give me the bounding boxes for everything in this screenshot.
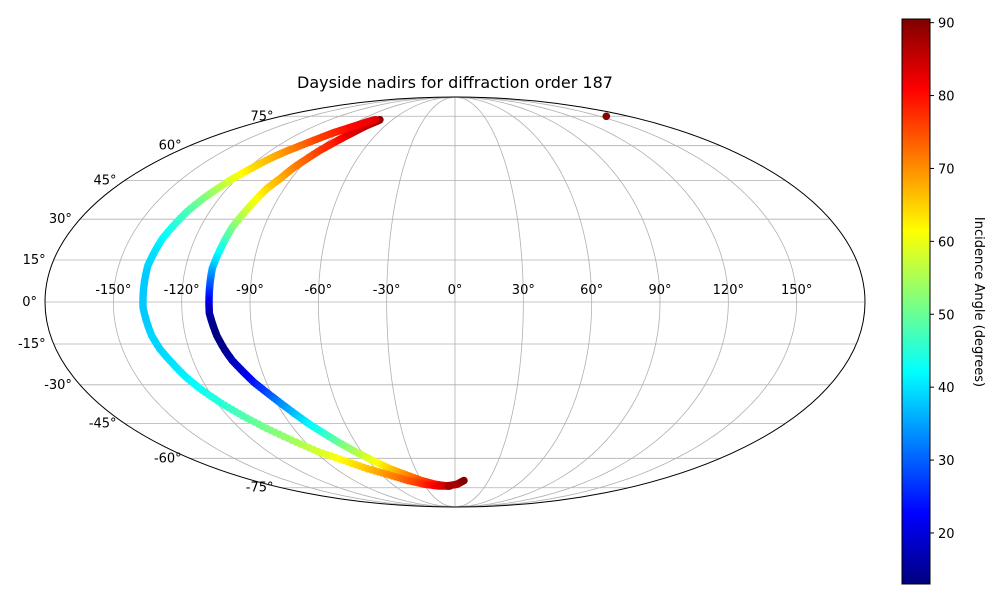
colorbar-tick-label: 90 xyxy=(938,17,955,32)
latitude-tick-labels: 75° 60° 45° 30° 15° 0° -15° -30° -45° -60° -75° xyxy=(18,109,274,495)
lon-tick-label: 60° xyxy=(580,283,603,298)
lon-grid-line xyxy=(454,97,729,507)
colorbar-tick-label: 30 xyxy=(938,454,955,469)
lon-tick-label: 90° xyxy=(648,283,671,298)
lat-tick-label: -45° xyxy=(89,416,117,431)
lon-grid-line xyxy=(112,97,456,507)
chart-title: Dayside nadirs for diffraction order 187 xyxy=(297,73,613,92)
lat-tick-label: -30° xyxy=(44,378,72,393)
lon-tick-label: 120° xyxy=(713,283,744,298)
lon-grid-line xyxy=(454,97,798,507)
colorbar-ticks: 20 30 40 50 60 70 80 90 xyxy=(930,17,955,542)
map-boundary xyxy=(44,96,866,508)
lat-tick-label: -60° xyxy=(154,451,182,466)
lat-tick-label: 45° xyxy=(94,174,117,189)
data-point xyxy=(446,482,454,490)
lon-tick-label: -90° xyxy=(236,283,264,298)
lat-tick-label: -15° xyxy=(18,337,46,352)
lon-grid-line xyxy=(454,97,524,507)
colorbar-tick-label: 80 xyxy=(938,90,955,105)
lon-tick-label: 30° xyxy=(512,283,535,298)
lon-tick-label: -120° xyxy=(164,283,200,298)
lon-tick-label: 150° xyxy=(781,283,812,298)
lon-grid-line xyxy=(454,97,661,507)
lon-tick-label: 0° xyxy=(448,283,463,298)
grid-lines xyxy=(45,97,865,507)
lon-grid-line xyxy=(454,97,593,507)
lon-tick-label: -60° xyxy=(304,283,332,298)
colorbar-tick-label: 60 xyxy=(938,235,955,250)
colorbar-tick-label: 70 xyxy=(938,162,955,177)
data-point xyxy=(602,112,611,121)
lat-tick-label: 0° xyxy=(22,295,37,310)
longitude-tick-labels: -150° -120° -90° -60° -30° 0° 30° 60° 90° 120° 150… xyxy=(95,283,812,298)
colorbar-tick-label: 40 xyxy=(938,381,955,396)
lat-tick-label: -75° xyxy=(246,481,274,496)
lat-tick-label: 30° xyxy=(49,212,72,227)
colorbar-label: Incidence Angle (degrees) xyxy=(971,217,986,387)
lon-grid-line xyxy=(181,97,456,507)
data-points xyxy=(139,112,611,490)
lon-tick-label: -30° xyxy=(373,283,401,298)
lon-tick-label: -150° xyxy=(95,283,131,298)
colorbar-tick-label: 20 xyxy=(938,527,955,542)
data-point xyxy=(460,476,468,485)
lat-tick-label: 75° xyxy=(250,109,273,124)
lat-tick-label: 15° xyxy=(23,253,46,268)
lat-tick-label: 60° xyxy=(159,139,182,154)
lon-grid-line xyxy=(386,97,456,507)
colorbar xyxy=(901,18,931,585)
colorbar-tick-label: 50 xyxy=(938,308,955,323)
